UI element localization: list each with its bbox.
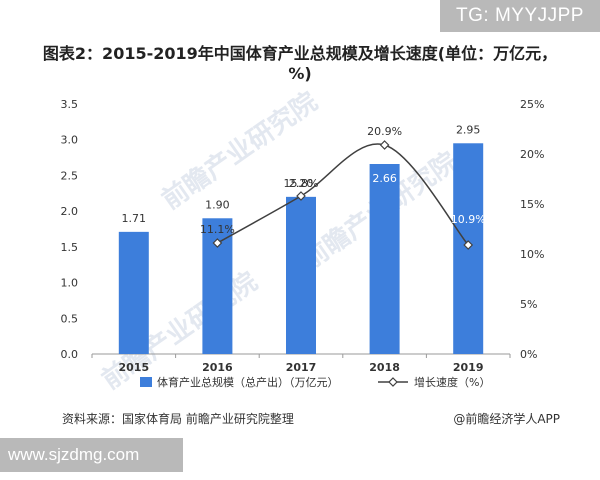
growth-marker	[463, 240, 474, 250]
source-note: 资料来源：国家体育局 前瞻产业研究院整理	[62, 412, 294, 426]
line-value-label: 11.1%	[200, 223, 235, 236]
bar	[118, 231, 149, 354]
legend-line-marker	[388, 377, 398, 387]
bar-value-label: 1.71	[122, 212, 147, 225]
y-right-tick-label: 15%	[520, 198, 544, 211]
bar	[286, 196, 316, 354]
bottom-watermark: www.sjzdmg.com	[0, 438, 183, 472]
credit-note: @前瞻经济学人APP	[453, 412, 560, 426]
y-left-tick-label: 2.0	[61, 205, 79, 218]
growth-line	[217, 143, 469, 246]
growth-marker	[212, 238, 223, 248]
bar	[369, 164, 400, 354]
x-tick-label: 2015	[118, 361, 149, 374]
bar-value-label: 1.90	[205, 198, 230, 211]
x-tick-label: 2016	[202, 361, 233, 374]
y-left-tick-label: 3.0	[61, 134, 79, 147]
legend-bar-label: 体育产业总规模（总产出）（万亿元）	[157, 375, 339, 389]
top-watermark: TG: MYYJJPP	[440, 0, 600, 32]
y-left-tick-label: 0.0	[61, 348, 79, 361]
y-right-tick-label: 10%	[520, 248, 544, 261]
y-left-tick-label: 0.5	[61, 312, 79, 325]
growth-marker	[379, 140, 390, 150]
line-value-label: 15.8%	[284, 177, 319, 190]
y-right-tick-label: 20%	[520, 148, 544, 161]
y-right-tick-label: 25%	[520, 98, 544, 111]
y-left-tick-label: 1.0	[61, 277, 79, 290]
legend-bar-swatch	[140, 377, 152, 387]
y-left-tick-label: 3.5	[61, 98, 79, 111]
y-left-tick-label: 1.5	[61, 241, 79, 254]
line-value-label: 10.9%	[451, 213, 486, 226]
x-tick-label: 2018	[369, 361, 400, 374]
x-tick-label: 2017	[286, 361, 317, 374]
bar-value-label: 2.95	[456, 123, 481, 136]
line-value-label: 20.9%	[367, 125, 402, 138]
bar-value-label: 2.20	[289, 177, 314, 190]
legend-line-label: 增长速度（%）	[414, 375, 490, 389]
x-tick-label: 2019	[453, 361, 484, 374]
y-left-tick-label: 2.5	[61, 169, 79, 182]
y-right-tick-label: 0%	[520, 348, 537, 361]
chart-title: 图表2：2015-2019年中国体育产业总规模及增长速度(单位：万亿元，%)	[42, 44, 558, 83]
y-right-tick-label: 5%	[520, 298, 537, 311]
growth-marker	[296, 191, 306, 201]
bar-value-label: 2.66	[372, 172, 397, 185]
